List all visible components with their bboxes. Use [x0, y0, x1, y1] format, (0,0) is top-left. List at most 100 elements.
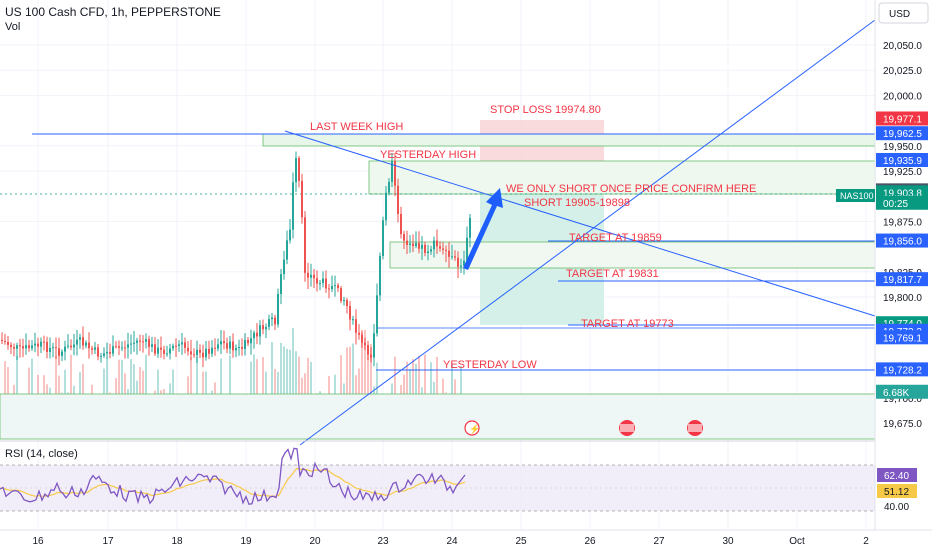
- price-badge: [876, 153, 928, 168]
- candle-body: [22, 346, 24, 349]
- confirm-arrow[interactable]: [463, 188, 503, 270]
- price-badge: [876, 362, 928, 377]
- candle-body: [91, 348, 93, 350]
- candle-body: [73, 344, 75, 348]
- time-label: 26: [584, 536, 596, 547]
- target-2-label: TARGET AT 19831: [566, 268, 659, 280]
- lightning-icon[interactable]: [464, 420, 480, 436]
- candle-body: [307, 272, 309, 278]
- candle-body: [430, 249, 432, 252]
- price-badge-label: 19,817.7: [883, 275, 922, 286]
- volume-bar: [271, 342, 273, 439]
- volume-bar: [370, 343, 372, 439]
- symbol-tag-label: NAS100: [840, 191, 874, 201]
- candle-body: [340, 288, 342, 301]
- price-badge: [876, 233, 928, 248]
- candle-body: [193, 354, 195, 356]
- candle-body: [268, 319, 270, 327]
- price-tick: 19,700.0: [883, 394, 922, 405]
- time-label: 2: [863, 536, 869, 547]
- currency-button[interactable]: [878, 2, 929, 24]
- candle-body: [418, 243, 420, 249]
- volume-bar: [283, 346, 285, 439]
- price-badge: [876, 195, 928, 210]
- candle-body: [121, 347, 123, 349]
- time-axis-labels[interactable]: 16 17 18 19 20 23 24 25 26 27 30 Oct 2: [32, 536, 869, 547]
- candle-body: [454, 256, 456, 258]
- candle-body: [145, 339, 147, 342]
- candle-body: [49, 347, 51, 353]
- candle-body: [178, 344, 180, 346]
- price-badge: [876, 111, 928, 126]
- rsi-ma-badge: [877, 484, 917, 498]
- candle-body: [361, 334, 363, 343]
- candle-body: [235, 348, 237, 351]
- candle-body: [403, 234, 405, 241]
- yesterday-high-zone: [368, 160, 876, 195]
- candle-body: [391, 160, 393, 182]
- candle-body: [253, 332, 255, 339]
- candle-body: [43, 341, 45, 343]
- candle-body: [94, 347, 96, 350]
- currency-label: USD: [889, 9, 910, 20]
- time-label: 16: [32, 536, 44, 547]
- price-tick: 19,950.0: [883, 142, 922, 153]
- candle-body: [352, 319, 354, 321]
- candle-body: [280, 274, 282, 294]
- candle-body: [214, 347, 216, 349]
- target-1-label: TARGET AT 19859: [569, 232, 662, 244]
- candle-body: [223, 341, 225, 344]
- candle-body: [205, 348, 207, 358]
- candle-body: [325, 278, 327, 289]
- candle-body: [448, 250, 450, 257]
- price-badge-label: 19,935.9: [883, 156, 922, 167]
- rsi-value-badge: [877, 468, 917, 482]
- volume-bar: [364, 329, 366, 439]
- candle-body: [355, 319, 357, 333]
- price-badge: [876, 384, 928, 399]
- price-tick: 19,925.0: [883, 167, 922, 178]
- descending-trendline[interactable]: [284, 130, 876, 317]
- candle-body: [37, 343, 39, 347]
- candle-body: [142, 341, 144, 343]
- ascending-trendline[interactable]: [299, 19, 876, 446]
- candle-body: [187, 347, 189, 352]
- target-3-label: TARGET AT 19773: [581, 318, 674, 330]
- candle-body: [382, 220, 384, 256]
- candle-body: [190, 351, 192, 355]
- candle-body: [415, 243, 417, 247]
- symbol-title[interactable]: US 100 Cash CFD, 1h, PEPPERSTONE: [5, 5, 221, 19]
- candle-body: [466, 237, 468, 261]
- last-week-high-zone: [262, 133, 876, 147]
- volume-bar: [352, 343, 354, 439]
- candle-body: [97, 347, 99, 357]
- candlesticks: [1, 151, 471, 368]
- price-badge-label: 19,728.2: [883, 365, 922, 376]
- candle-body: [46, 341, 48, 353]
- candle-body: [1, 340, 3, 341]
- candle-body: [172, 345, 174, 349]
- candle-body: [376, 295, 378, 334]
- candle-body: [244, 340, 246, 349]
- time-label: 25: [515, 536, 527, 547]
- price-badge-label: 19,769.1: [883, 333, 922, 344]
- rsi-tick-40: 40.00: [884, 502, 909, 513]
- candle-body: [61, 351, 63, 356]
- candle-body: [460, 265, 462, 267]
- candle-body: [322, 278, 324, 283]
- candle-body: [436, 240, 438, 247]
- candle-body: [316, 278, 318, 284]
- volume-bar: [292, 328, 294, 439]
- confirm-label: WE ONLY SHORT ONCE PRICE CONFIRM HERE: [506, 183, 756, 195]
- candle-body: [394, 160, 396, 186]
- time-label: Oct: [789, 536, 805, 547]
- time-label: 24: [446, 536, 458, 547]
- rsi-label[interactable]: RSI (14, close): [5, 448, 78, 460]
- candle-body: [421, 244, 423, 249]
- candle-body: [229, 341, 231, 349]
- candle-body: [427, 251, 429, 253]
- volume-bar: [280, 342, 282, 439]
- price-axis[interactable]: [875, 0, 932, 530]
- price-tick: 20,025.0: [883, 66, 922, 77]
